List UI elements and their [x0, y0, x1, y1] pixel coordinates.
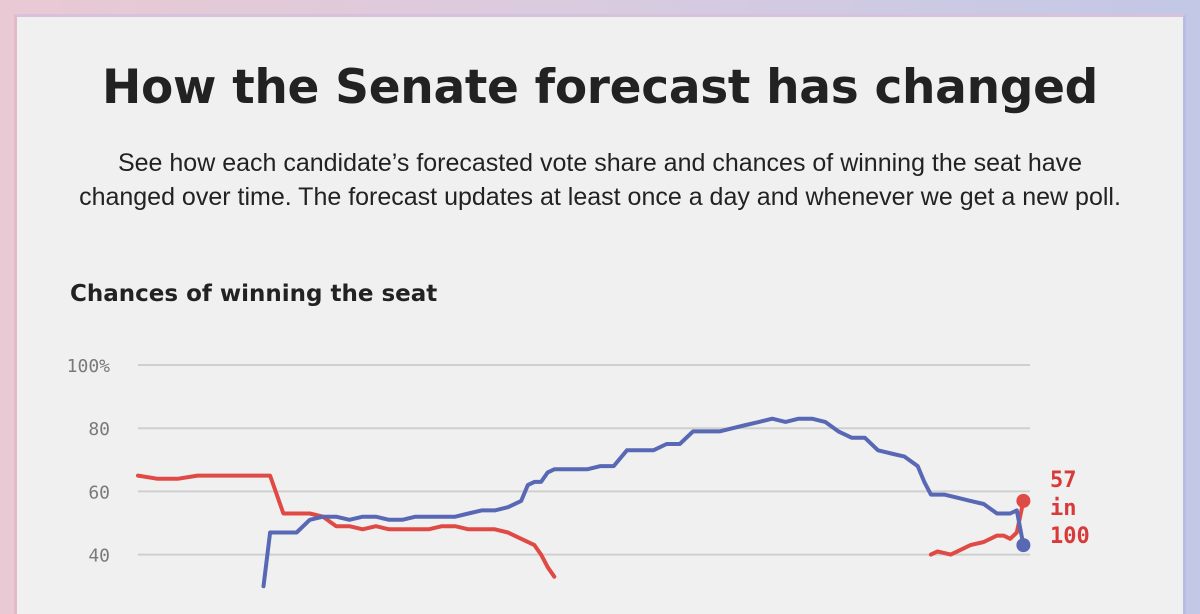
end-label-line3: 100	[1050, 524, 1090, 549]
chart-title: Chances of winning the seat	[70, 281, 438, 307]
series-line-0	[136, 473, 557, 579]
grid-layer: 100% 80 60 40	[67, 356, 1030, 567]
win-chance-chart: 100% 80 60 40 57 in 100	[67, 356, 1090, 589]
republican-end-marker	[1016, 493, 1031, 508]
page-subtitle: See how each candidate’s forecasted vote…	[79, 149, 1121, 211]
page-title: How the Senate forecast has changed	[101, 60, 1099, 115]
end-label-line1: 57	[1050, 468, 1077, 493]
series-line-1	[928, 498, 1026, 557]
marker-layer: 57 in 100	[1016, 468, 1090, 553]
y-tick-label: 40	[88, 546, 110, 567]
end-label-line2: in	[1050, 496, 1077, 521]
series-line-2	[261, 416, 1026, 589]
series-layer	[136, 416, 1026, 589]
y-tick-label: 80	[88, 419, 110, 440]
y-tick-label: 100%	[67, 356, 111, 377]
y-tick-label: 60	[88, 482, 110, 503]
chart-card	[14, 14, 1186, 614]
democrat-end-marker	[1016, 538, 1031, 553]
